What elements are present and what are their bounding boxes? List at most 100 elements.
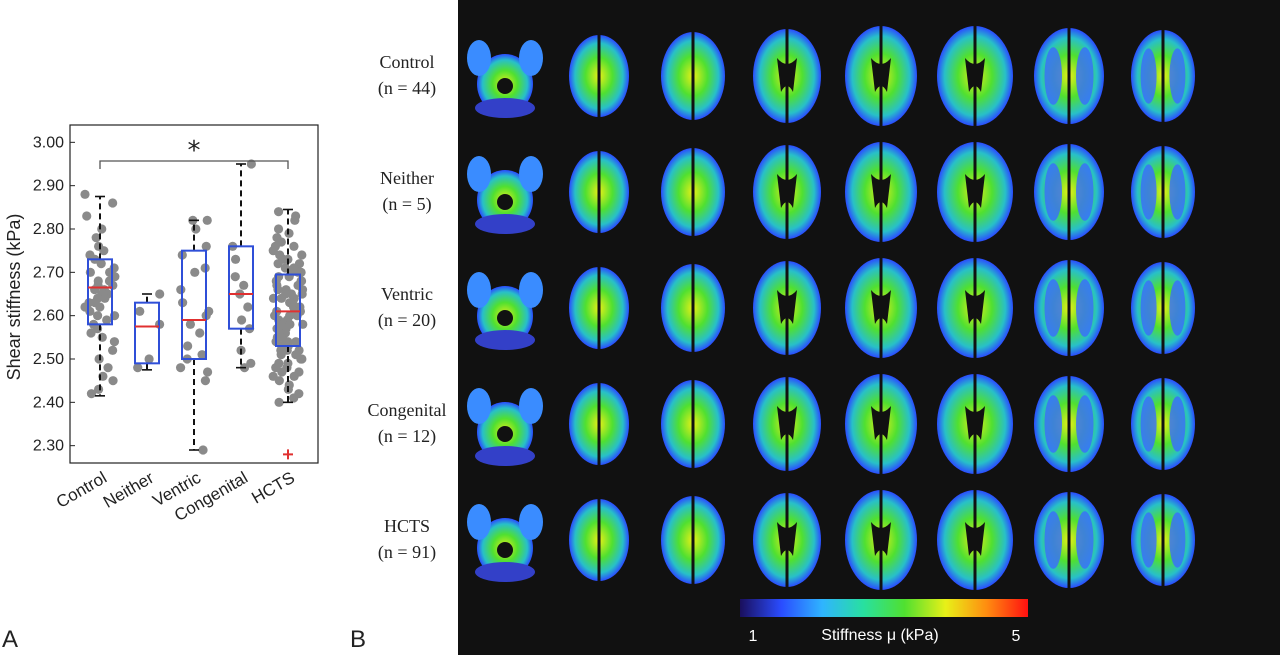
row-label: Control bbox=[379, 52, 434, 72]
data-point bbox=[284, 272, 294, 282]
significance-bracket: * bbox=[99, 136, 289, 169]
brain-slice bbox=[661, 380, 725, 468]
brain-slice bbox=[569, 383, 629, 465]
box-control bbox=[87, 195, 113, 397]
colorbar-label: Stiffness μ (kPa) bbox=[821, 627, 938, 644]
data-point bbox=[293, 267, 303, 277]
data-point bbox=[284, 228, 294, 238]
data-point bbox=[103, 363, 113, 373]
data-point bbox=[108, 345, 118, 355]
brain-slice bbox=[661, 32, 725, 120]
iqr-box bbox=[181, 249, 207, 361]
data-point bbox=[277, 367, 287, 377]
data-point bbox=[144, 354, 154, 364]
data-point bbox=[246, 159, 256, 169]
brain-slice bbox=[753, 261, 821, 355]
iqr-box bbox=[228, 245, 254, 330]
y-tick-label: 2.70 bbox=[33, 264, 64, 281]
brain-slice bbox=[1034, 28, 1104, 124]
data-point bbox=[290, 215, 300, 225]
data-point bbox=[243, 302, 253, 312]
data-point bbox=[276, 350, 286, 360]
brain-slice bbox=[569, 35, 629, 117]
data-point bbox=[274, 376, 284, 386]
data-point bbox=[230, 272, 240, 282]
data-point bbox=[96, 259, 106, 269]
brain-slice bbox=[1034, 492, 1104, 588]
brain-slice bbox=[1034, 144, 1104, 240]
colorbar bbox=[740, 599, 1028, 617]
data-point bbox=[95, 302, 105, 312]
y-tick-label: 2.30 bbox=[33, 438, 64, 455]
data-point bbox=[195, 328, 205, 338]
row-label: Congenital bbox=[368, 400, 447, 420]
data-point bbox=[197, 350, 207, 360]
data-point bbox=[239, 280, 249, 290]
data-point bbox=[201, 241, 211, 251]
brain-slice bbox=[937, 258, 1013, 358]
brain-slice bbox=[937, 142, 1013, 242]
brain-slice bbox=[467, 388, 543, 466]
y-tick-label: 3.00 bbox=[33, 134, 64, 151]
category-label: Control bbox=[53, 468, 110, 512]
row-n-label: (n = 20) bbox=[378, 310, 436, 331]
brain-slice bbox=[753, 377, 821, 471]
data-point bbox=[198, 445, 208, 455]
brain-slice bbox=[661, 264, 725, 352]
brain-slices bbox=[467, 26, 1195, 590]
brain-slice bbox=[1131, 494, 1195, 586]
data-point bbox=[297, 250, 307, 260]
data-point bbox=[183, 341, 193, 351]
y-tick-label: 2.40 bbox=[33, 394, 64, 411]
brain-slice bbox=[1131, 30, 1195, 122]
y-tick-label: 2.60 bbox=[33, 308, 64, 325]
panel-b-stiffness-maps: Control (n = 44) Neither (n = 5) Ventric (n =… bbox=[350, 0, 1280, 655]
row-label: HCTS bbox=[384, 516, 430, 536]
data-point bbox=[86, 389, 97, 399]
row-n-label: (n = 91) bbox=[378, 542, 436, 563]
data-point bbox=[175, 363, 186, 373]
y-tick-label: 2.80 bbox=[33, 221, 64, 238]
data-point bbox=[135, 306, 145, 316]
data-point bbox=[102, 315, 112, 325]
category-label: HCTS bbox=[248, 468, 298, 508]
significance-star: * bbox=[188, 136, 201, 166]
brain-slice bbox=[661, 496, 725, 584]
data-point bbox=[291, 337, 301, 347]
box-congenital bbox=[228, 163, 254, 369]
data-point bbox=[297, 289, 307, 299]
panel-a-label: A bbox=[2, 626, 18, 653]
data-point bbox=[185, 319, 196, 329]
data-point bbox=[236, 315, 247, 325]
y-axis-ticks: 2.30 2.40 2.50 2.60 2.70 2.80 2.90 3.00 bbox=[33, 134, 75, 455]
data-point bbox=[276, 293, 287, 303]
plot-area bbox=[69, 124, 319, 464]
brain-slice bbox=[845, 374, 917, 474]
data-point bbox=[273, 207, 284, 217]
data-point bbox=[91, 233, 101, 243]
panel-b-label: B bbox=[350, 626, 366, 653]
data-point bbox=[100, 293, 110, 303]
data-point bbox=[109, 337, 120, 347]
data-point bbox=[82, 211, 92, 221]
data-point bbox=[273, 224, 284, 234]
data-point bbox=[99, 246, 109, 256]
brain-slice bbox=[661, 148, 725, 236]
significance-line bbox=[99, 160, 289, 169]
box-neither bbox=[134, 293, 160, 371]
data-point bbox=[97, 224, 107, 234]
data-point bbox=[86, 328, 96, 338]
panel-a-boxplot: 2.30 2.40 2.50 2.60 2.70 2.80 2.90 3.00 Shear s… bbox=[2, 124, 319, 653]
brain-slice bbox=[753, 493, 821, 587]
data-point bbox=[80, 189, 90, 199]
data-point bbox=[202, 367, 213, 377]
brain-slice bbox=[845, 142, 917, 242]
row-n-label: (n = 44) bbox=[378, 78, 436, 99]
row-n-label: (n = 5) bbox=[382, 194, 431, 215]
iqr-box bbox=[275, 273, 301, 347]
y-tick-label: 2.90 bbox=[33, 178, 64, 195]
brain-slice bbox=[753, 29, 821, 123]
data-point bbox=[202, 215, 212, 225]
data-point bbox=[85, 306, 95, 316]
